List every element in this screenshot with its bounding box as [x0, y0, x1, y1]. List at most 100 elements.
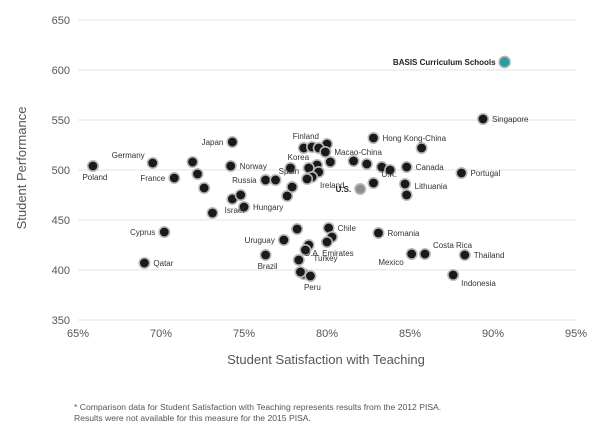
point-label: Hong Kong-China	[382, 134, 446, 143]
point-label: Poland	[82, 173, 107, 182]
point-label: U.S.	[336, 185, 352, 194]
x-tick-label: 65%	[67, 328, 89, 340]
point-label: Canada	[416, 163, 445, 172]
data-point	[291, 223, 304, 236]
point-label: U.K.	[381, 170, 397, 179]
data-point	[367, 132, 380, 145]
data-point	[400, 189, 413, 202]
point-label: Romania	[387, 229, 420, 238]
x-axis-ticks: 65% 70% 75% 80% 85% 90% 95%	[67, 328, 587, 340]
point-label: Cyprus	[130, 228, 155, 237]
data-point	[447, 268, 460, 281]
point-label: Portugal	[470, 169, 500, 178]
y-tick-label: 400	[52, 265, 70, 277]
data-point	[320, 236, 333, 249]
y-tick-label: 650	[52, 15, 70, 27]
point-label: Macao-China	[334, 148, 382, 157]
data-point	[186, 156, 199, 169]
point-label: Korea	[288, 153, 310, 162]
y-axis-title: Student Performance	[14, 107, 29, 230]
data-point	[301, 173, 314, 186]
data-point	[405, 248, 418, 261]
point-label: Spain	[279, 167, 299, 176]
data-point	[399, 178, 412, 191]
data-point	[477, 113, 490, 126]
point-label: Hungary	[253, 203, 283, 212]
x-tick-label: 90%	[482, 328, 504, 340]
data-point	[269, 174, 282, 187]
data-point	[234, 189, 247, 202]
x-tick-label: 95%	[565, 328, 587, 340]
point-label: Japan	[202, 138, 224, 147]
y-axis-ticks: 350 400 450 500 550 600 650	[52, 15, 70, 327]
data-point	[294, 265, 307, 278]
data-point	[284, 162, 297, 175]
y-tick-label: 500	[52, 165, 70, 177]
data-point	[367, 177, 380, 190]
grid-lines	[78, 19, 576, 321]
y-tick-label: 550	[52, 115, 70, 127]
data-point	[292, 254, 305, 267]
data-point	[415, 142, 428, 155]
point-label: France	[140, 174, 165, 183]
point-label: U.A. Emirates	[304, 249, 353, 258]
data-point	[372, 227, 385, 240]
x-axis-title: Student Satisfaction with Teaching	[227, 352, 425, 367]
data-point	[138, 256, 151, 269]
point-label: Peru	[304, 283, 321, 292]
point-label: Qatar	[153, 259, 173, 268]
y-tick-label: 350	[52, 315, 70, 327]
point-label: Indonesia	[461, 279, 496, 288]
point-label: Mexico	[378, 258, 404, 267]
data-point	[224, 160, 237, 173]
point-labels: BASIS Curriculum Schools Singapore Hong Ko…	[82, 58, 529, 292]
data-point	[226, 136, 239, 149]
point-label: Lithuania	[415, 182, 448, 191]
data-point	[168, 172, 181, 185]
footnote: * Comparison data for Student Satisfacti…	[74, 402, 442, 423]
data-point	[146, 157, 159, 170]
data-point	[304, 269, 317, 282]
point-label: Singapore	[492, 115, 529, 124]
data-point	[191, 168, 204, 181]
point-label: BASIS Curriculum Schools	[393, 58, 496, 67]
data-point	[400, 161, 413, 174]
point-label: Norway	[240, 162, 267, 171]
data-point	[455, 167, 468, 180]
data-point	[418, 248, 431, 261]
point-label: Uruguay	[245, 236, 275, 245]
data-point	[158, 226, 171, 239]
x-tick-label: 80%	[316, 328, 338, 340]
y-tick-label: 450	[52, 215, 70, 227]
point-label: Russia	[232, 176, 257, 185]
data-point	[206, 207, 219, 220]
data-point	[384, 164, 397, 177]
point-label: Germany	[112, 151, 145, 160]
data-point	[86, 160, 99, 173]
data-point	[458, 249, 471, 262]
point-label: Chile	[338, 224, 357, 233]
basis-point	[498, 55, 512, 69]
data-point	[319, 146, 332, 159]
scatter-chart: 350 400 450 500 550 600 650 65% 70% 75% 80% 85% 90%…	[14, 15, 587, 367]
data-point	[277, 234, 290, 247]
x-tick-label: 85%	[399, 328, 421, 340]
data-point	[281, 190, 294, 203]
us-point	[354, 183, 367, 196]
data-point	[324, 156, 337, 169]
data-point	[360, 158, 373, 171]
x-tick-label: 70%	[150, 328, 172, 340]
point-label: Brazil	[258, 262, 278, 271]
y-tick-label: 600	[52, 65, 70, 77]
data-point	[286, 181, 299, 194]
data-point	[259, 249, 272, 262]
x-tick-label: 75%	[233, 328, 255, 340]
data-point	[198, 182, 211, 195]
point-label: Finland	[293, 132, 319, 141]
point-label: Thailand	[474, 251, 505, 260]
point-label: Israel	[225, 206, 245, 215]
point-label: Turkey	[313, 254, 337, 263]
data-point	[238, 201, 251, 214]
data-point	[259, 174, 272, 187]
point-label: Costa Rica	[433, 241, 473, 250]
